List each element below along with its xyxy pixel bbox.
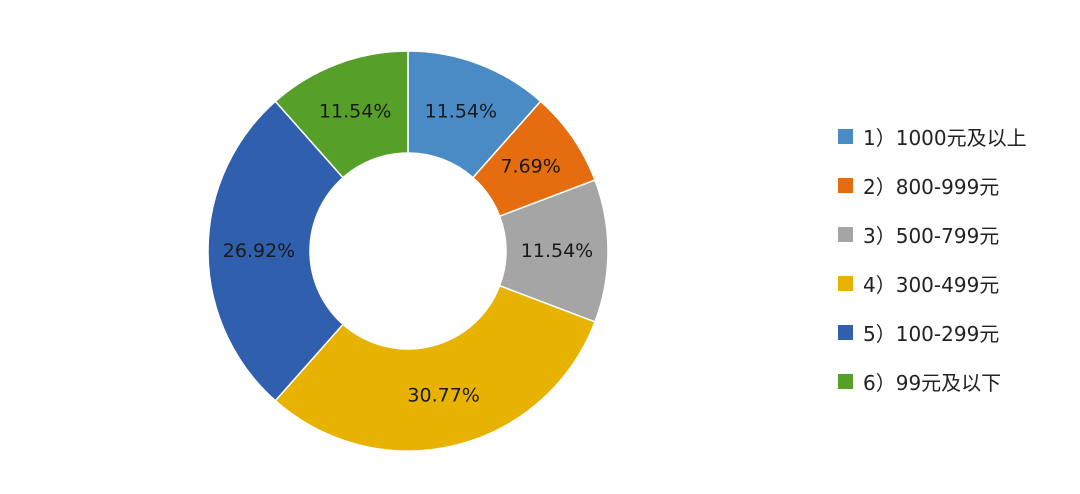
- legend-label: 4）300-499元: [863, 273, 1000, 297]
- legend-item-5: 5）100-299元: [838, 308, 1027, 357]
- slice-label-3: 11.54%: [521, 240, 593, 262]
- donut-chart-plot: 11.54% 7.69% 11.54% 30.77% 26.92% 11.54%: [207, 50, 609, 452]
- legend-swatch: [838, 276, 853, 291]
- legend-item-4: 4）300-499元: [838, 259, 1027, 308]
- legend-item-3: 3）500-799元: [838, 210, 1027, 259]
- legend-swatch: [838, 178, 853, 193]
- legend-label: 6）99元及以下: [863, 371, 1002, 395]
- legend-swatch: [838, 129, 853, 144]
- slice-label-6: 11.54%: [319, 101, 391, 123]
- donut-slice-6: [274, 50, 409, 179]
- legend-swatch: [838, 227, 853, 242]
- donut-slice-5: [207, 100, 345, 402]
- slice-label-1: 11.54%: [425, 101, 497, 123]
- legend-label: 1）1000元及以上: [863, 126, 1027, 150]
- legend-item-1: 1）1000元及以上: [838, 112, 1027, 161]
- legend-label: 5）100-299元: [863, 322, 1000, 346]
- slice-label-5: 26.92%: [223, 240, 295, 262]
- legend-label: 2）800-999元: [863, 175, 1000, 199]
- legend-swatch: [838, 325, 853, 340]
- legend-label: 3）500-799元: [863, 224, 1000, 248]
- slice-label-2: 7.69%: [500, 155, 560, 177]
- legend-item-2: 2）800-999元: [838, 161, 1027, 210]
- legend-swatch: [838, 374, 853, 389]
- legend-item-6: 6）99元及以下: [838, 357, 1027, 406]
- slice-label-4: 30.77%: [407, 385, 479, 407]
- chart-legend: 1）1000元及以上 2）800-999元 3）500-799元 4）300-499元…: [838, 112, 1027, 406]
- donut-slice-4: [274, 284, 596, 452]
